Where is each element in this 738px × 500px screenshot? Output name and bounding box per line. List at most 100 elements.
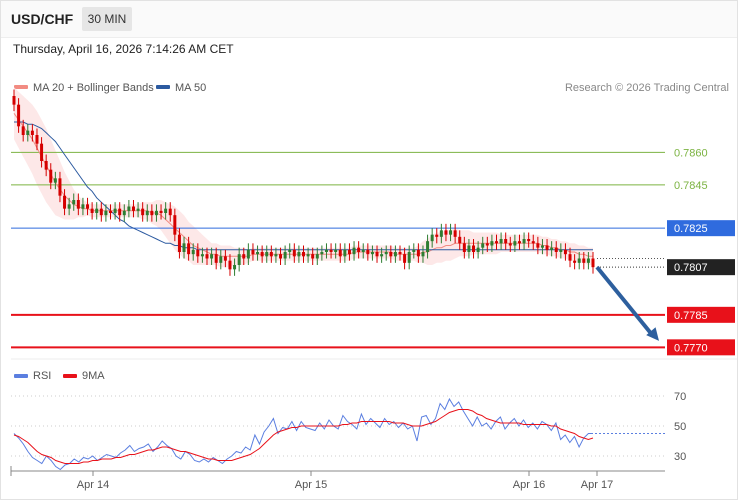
candle-body	[233, 265, 237, 270]
candle	[12, 89, 16, 112]
candle	[223, 249, 227, 268]
candle	[517, 234, 521, 250]
candle	[416, 243, 420, 263]
candle-body	[513, 241, 517, 246]
ma50-legend-swatch	[156, 85, 170, 89]
time-axis: Apr 14 Apr 15 Apr 16 Apr 17	[10, 466, 665, 491]
candle	[499, 232, 503, 250]
candle-body	[426, 241, 430, 252]
candle	[265, 245, 269, 263]
candle-body	[577, 258, 581, 263]
candle-body	[17, 104, 21, 127]
timestamp-label: Thursday, April 16, 2026 7:14:26 AM CET	[13, 42, 234, 56]
level-label-support: 0.7785	[674, 310, 708, 322]
rsi-legend-swatch	[14, 374, 28, 378]
candle-body	[467, 245, 471, 252]
candle-body	[453, 230, 457, 237]
candle-body	[67, 204, 71, 209]
candle-body	[527, 239, 531, 242]
candle-body	[90, 208, 94, 213]
candle-body	[214, 254, 218, 263]
candle	[191, 243, 195, 261]
candle	[237, 247, 241, 272]
candle	[591, 252, 595, 274]
candle-body	[49, 169, 53, 183]
candle-body	[315, 254, 319, 259]
candle-body	[338, 249, 342, 257]
candle	[329, 243, 333, 259]
candle	[554, 241, 558, 259]
timeframe-button[interactable]: 30 MIN	[82, 7, 132, 31]
rsi-9ma-legend-swatch	[63, 374, 77, 378]
candle	[577, 252, 581, 270]
candle	[288, 243, 292, 259]
candle	[95, 202, 99, 220]
candle	[113, 202, 117, 220]
candle	[508, 236, 512, 252]
candle	[302, 245, 305, 263]
candle-body	[44, 161, 48, 170]
candle	[168, 202, 172, 222]
candle-body	[311, 254, 315, 259]
candle-body	[58, 178, 62, 196]
candle-body	[573, 260, 577, 263]
candle-body	[21, 126, 25, 135]
candle	[550, 241, 554, 257]
candle	[334, 243, 338, 259]
candle-body	[306, 254, 310, 257]
candle-body	[563, 249, 567, 255]
candle-body	[122, 210, 126, 216]
rsi-9ma-line	[13, 409, 594, 464]
candle	[513, 234, 517, 252]
candle-body	[343, 249, 347, 257]
candle-body	[76, 200, 80, 209]
candle-body	[439, 230, 443, 237]
candle	[44, 154, 48, 177]
ma20-legend-swatch	[14, 85, 28, 89]
candle-body	[279, 254, 283, 259]
candle-body	[150, 210, 154, 216]
candle	[306, 247, 310, 263]
candle-body	[490, 241, 494, 246]
candle	[485, 236, 489, 252]
candle-body	[113, 208, 117, 213]
candle-body	[168, 208, 172, 216]
candle-body	[219, 256, 223, 263]
candle-body	[334, 249, 338, 252]
candle-body	[366, 249, 370, 255]
candle-body	[586, 258, 590, 263]
candle-body	[72, 200, 76, 205]
candle-body	[154, 210, 158, 216]
candle-body	[53, 178, 57, 183]
ma50-legend-label: MA 50	[175, 82, 206, 94]
candle-body	[237, 254, 241, 265]
candle	[439, 223, 443, 244]
candle	[182, 236, 186, 259]
candle	[109, 204, 112, 220]
candle	[407, 245, 411, 270]
candle	[104, 204, 108, 222]
candle-body	[292, 249, 296, 257]
candle	[154, 204, 158, 222]
candle	[311, 247, 315, 265]
candle	[63, 189, 67, 216]
candle-body	[591, 258, 595, 268]
rsi-line	[13, 397, 593, 471]
candle-body	[384, 252, 388, 255]
candle-body	[210, 254, 214, 259]
candle	[384, 245, 388, 261]
candle-body	[109, 210, 112, 213]
candle-body	[159, 210, 163, 213]
forecast-arrow-shaft	[595, 265, 655, 338]
candle	[398, 245, 402, 261]
candle	[164, 202, 168, 220]
time-tick-label: Apr 17	[581, 479, 613, 491]
candle	[315, 247, 319, 265]
candle	[21, 119, 25, 142]
candle	[366, 243, 370, 261]
candle-body	[81, 204, 85, 209]
candle	[568, 247, 572, 268]
candle-body	[531, 241, 535, 244]
candle-body	[540, 245, 544, 248]
candle-body	[187, 243, 191, 255]
